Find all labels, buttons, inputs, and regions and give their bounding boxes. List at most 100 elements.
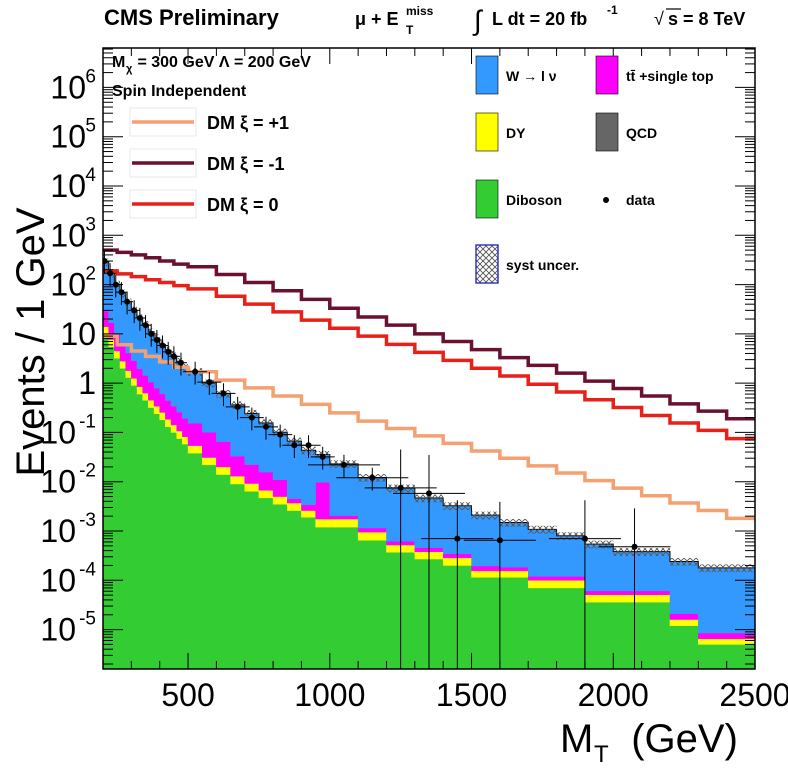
x-tick-label: 1500 [436,677,507,713]
bar-dy [669,619,699,626]
bar-dy [471,570,501,578]
bar-diboson [153,413,160,669]
mass-rest: = 300 GeV Λ = 200 GeV [133,54,311,71]
bar-dy [272,496,288,505]
y-tick-label-exp: 6 [85,66,96,87]
bar-dy [301,510,316,518]
y-tick-label: 10 [50,267,86,303]
data-point [340,461,347,468]
bar-dy [108,339,115,347]
y-tick-label-exp: 2 [85,264,96,285]
x-axis-title: M T (GeV) [560,717,738,768]
bar-w-l [499,522,529,568]
bar-diboson [258,497,274,669]
legend-right-label-5: data [626,192,655,208]
sqrt-sign: √ [654,9,664,29]
bar-dy [131,378,138,386]
svg-text:μ + E: μ + E [355,9,399,29]
y-axis-label: Events / 1 GeV [9,207,53,476]
bar-dy [153,405,160,414]
bar-diboson [119,368,126,669]
syst-band [528,525,557,534]
y-tick-label: 10 [50,168,86,204]
syst-band [613,548,670,556]
bar-tt-single-top [125,352,132,371]
bar-tt-single-top [272,479,288,497]
y-tick-label: 10 [50,119,86,155]
bar-diboson [613,601,671,669]
bar-w-l [176,361,183,413]
lumi-sup: -1 [607,3,618,17]
bar-diboson [315,526,331,669]
bar-diboson [159,419,166,669]
bar-diboson [125,377,132,669]
legend-right-label-6: syst uncer. [506,257,579,273]
bar-tt-single-top [201,431,217,458]
y-tick-label: 10 [60,316,96,352]
bar-diboson [471,577,501,669]
bar-diboson [182,443,189,669]
bar-dy [230,475,245,485]
data-point [142,322,149,329]
bar-tt-single-top [258,471,274,491]
bar-tt-single-top [170,405,177,426]
y-tick-label-exp: -2 [79,461,96,482]
bar-w-l [698,567,755,634]
bar-tt-single-top [148,381,155,401]
bar-dy [187,445,203,454]
data-point [165,348,172,355]
data-point [263,423,269,430]
bar-w-l [584,543,614,592]
data-point [220,390,227,397]
header-channel: μ + E T miss [355,4,434,37]
data-point [319,453,326,460]
bar-tt-single-top [357,527,387,533]
data-point [305,442,312,449]
bar-w-l [108,273,115,324]
bar-tt-single-top [216,441,231,468]
legend-right-label-0: W → l ν [506,68,557,84]
y-tick-label: 10 [40,414,76,450]
lumi-text: L dt = 20 fb [492,9,587,29]
bar-dy [142,392,149,401]
bar-diboson [148,407,155,669]
legend-label-2: DM ξ = 0 [207,195,279,216]
bar-w-l [669,561,699,614]
channel-sub: T [406,23,414,37]
bar-tt-single-top [142,375,149,394]
y-tick-label: 10 [40,612,76,648]
mass-annotation: M χ = 300 GeV Λ = 200 GeV [112,54,311,75]
bar-diboson [165,426,172,669]
data-point [234,403,241,410]
bar-diboson [114,357,121,669]
y-tick-label: 1 [78,365,96,401]
data-point [248,414,255,421]
legend-label-1: DM ξ = -1 [207,154,285,175]
bar-w-l [182,367,189,419]
legend-right-label-2: DY [506,125,526,141]
data-point [581,535,588,542]
bar-diboson [142,399,149,669]
data-point [454,535,461,542]
bar-tt-single-top [613,590,671,595]
integral-sign: ∫ [472,5,484,36]
bar-dy [357,531,387,541]
legend-right-label-1: tt̄ +single top [626,68,714,84]
bar-tt-single-top [301,504,316,511]
mass-m: M [112,54,125,71]
signal-line-dm-1 [103,248,755,421]
syst-band [584,540,614,549]
data-point [153,337,160,344]
signal-line-dm-0 [103,269,755,441]
x-tick-label: 2000 [578,677,649,713]
header-lumi: ∫ L dt = 20 fb -1 [472,3,618,36]
header-title: CMS Preliminary [104,5,280,30]
bar-dy [287,502,302,511]
bar-dy [613,594,671,603]
data-point [369,474,376,481]
bar-dy [556,580,586,589]
y-tick-label-exp: -4 [79,559,96,580]
bar-tt-single-top [315,482,331,520]
data-point [107,270,114,277]
bar-dy [159,412,166,421]
